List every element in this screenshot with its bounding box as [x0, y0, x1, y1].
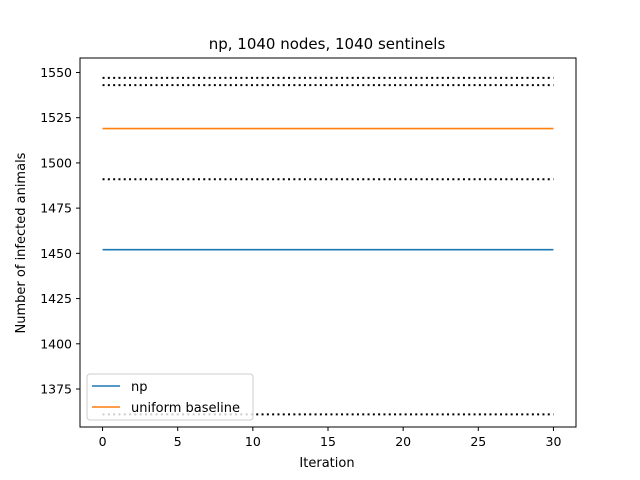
x-axis-label: Iteration	[299, 456, 354, 471]
chart-title: np, 1040 nodes, 1040 sentinels	[209, 35, 446, 53]
y-axis-label: Number of infected animals	[14, 152, 29, 333]
y-tick-label: 1425	[40, 291, 72, 306]
y-axis: 1375 1400 1425 1450 1475 1500 1525 1550	[40, 65, 80, 397]
x-tick-label: 20	[395, 434, 411, 449]
x-tick-label: 5	[174, 434, 182, 449]
legend-label-uniform-baseline: uniform baseline	[131, 401, 240, 416]
x-tick-label: 15	[320, 434, 336, 449]
y-tick-label: 1525	[40, 110, 72, 125]
x-tick-label: 10	[245, 434, 261, 449]
y-tick-label: 1400	[40, 336, 72, 351]
x-tick-label: 30	[546, 434, 562, 449]
x-tick-label: 0	[99, 434, 107, 449]
y-tick-label: 1500	[40, 155, 72, 170]
y-tick-label: 1475	[40, 201, 72, 216]
y-tick-label: 1375	[40, 382, 72, 397]
legend-label-np: np	[131, 380, 148, 395]
x-tick-label: 25	[470, 434, 486, 449]
y-tick-label: 1450	[40, 246, 72, 261]
x-axis: 0 5 10 15 20 25 30	[99, 427, 562, 449]
y-tick-label: 1550	[40, 65, 72, 80]
legend-box	[86, 373, 254, 421]
legend: np uniform baseline	[86, 373, 254, 421]
